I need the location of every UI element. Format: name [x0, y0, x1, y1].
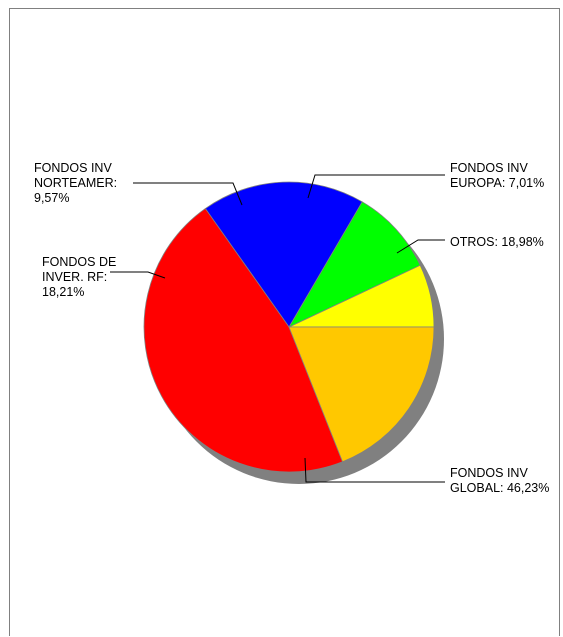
leader-line-fondos-de	[110, 271, 166, 279]
slice-label-norteamer: FONDOS INV NORTEAMER: 9,57%	[34, 161, 118, 205]
pie-slice-fondos-de	[204, 181, 363, 328]
pie-slice-fondos-inv	[288, 201, 421, 328]
leader-line-fondos-inv	[307, 174, 445, 199]
pie-slices	[143, 181, 435, 473]
pie-slice-otros	[288, 326, 435, 463]
slice-label-global: FONDOS INV GLOBAL: 46,23%	[450, 466, 550, 495]
slice-label-inver-rf: FONDOS DE INVER. RF: 18,21%	[42, 255, 117, 299]
leader-line-otros	[396, 239, 445, 254]
leader-line-fondos-inv	[304, 457, 445, 483]
slice-label-europa: FONDOS INV EUROPA: 7,01%	[450, 161, 545, 190]
pie-slice-fondos-inv	[143, 208, 344, 473]
leader-line-fondos-inv	[133, 182, 243, 206]
leader-lines	[110, 174, 445, 483]
slice-label-otros: OTROS: 18,98%	[450, 235, 544, 249]
